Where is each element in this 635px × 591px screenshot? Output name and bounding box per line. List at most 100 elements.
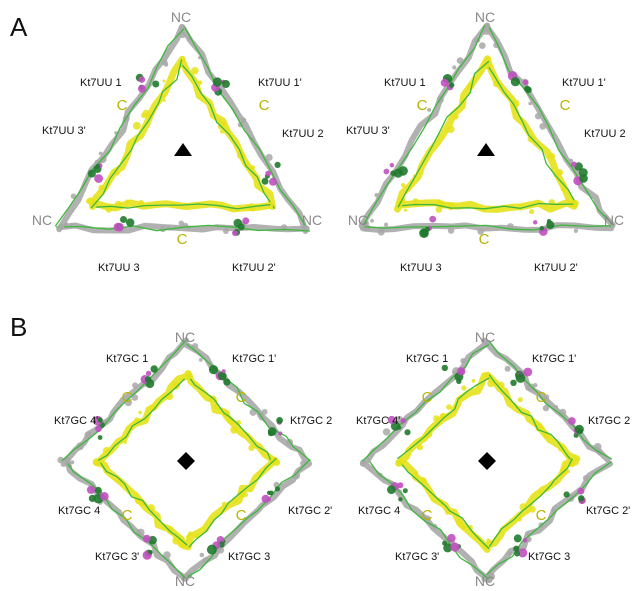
nc-strand-ribbon [64,456,189,582]
kink-turn-blob [152,80,160,88]
nc-strand-ribbon-bead [70,460,75,465]
backbone-trace [397,60,490,208]
c-strand-ribbon-bead [460,525,466,531]
nc-label: NC [302,212,322,228]
kink-turn-blob [223,378,231,386]
c-strand-ribbon-bead [568,459,576,468]
c-strand-ribbon-bead [424,430,433,438]
nc-label: NC [348,212,368,228]
kt-label: Kt7GC 3' [395,551,439,563]
c-strand-ribbon-bead [172,381,180,390]
c-strand-ribbon-bead [134,417,140,423]
kt-label: Kt7UU 3 [400,262,442,274]
nc-strand-ribbon-bead [161,59,168,66]
kink-turn-blob [233,218,243,228]
nc-strand-ribbon-bead [573,228,579,233]
nc-strand-ribbon-bead [539,123,547,130]
kink-turn-blob [518,548,528,558]
nc-strand-ribbon-bead [507,551,513,557]
panel-b-letter: B [10,312,28,342]
kt-label: Kt7GC 4' [356,415,400,427]
kink-turn-blob [95,164,101,169]
nc-strand-ribbon-bead [159,225,167,232]
c-label: C [560,97,571,114]
backbone-trace [488,339,613,460]
c-strand-ribbon-bead [141,112,147,119]
nc-strand-ribbon-bead [198,56,202,60]
c-strand-ribbon-bead [452,113,459,120]
kink-turn-blob [404,429,411,436]
backbone-trace [66,461,186,579]
nc-label: NC [175,573,195,589]
nc-strand-ribbon-bead [182,576,188,582]
kink-turn-blob [524,85,531,92]
kink-turn-blob [513,545,520,552]
kink-turn-blob [577,487,585,495]
nc-strand-ribbon-bead [427,107,432,112]
c-strand-ribbon-bead [527,135,535,143]
backbone-trace [98,460,188,546]
c-strand-ribbon [184,456,279,551]
nc-strand-ribbon-bead [419,513,425,518]
backbone-trace [97,378,186,461]
nc-strand-ribbon-bead [370,218,374,223]
nc-strand-ribbon-bead [456,57,464,64]
panel-b-right-labels: NC NC C C C C Kt7GC 1 Kt7GC 1' Kt7GC 2 K… [356,329,630,589]
kink-turn-blob [393,168,403,178]
kink-turn-blob [387,415,396,424]
c-strand-ribbon-bead [412,471,419,478]
nc-strand-ribbon-bead [66,457,70,461]
backbone-trace [484,62,578,207]
c-strand-ribbon-bead [412,198,419,206]
c-label: C [536,507,547,524]
backbone-trace [188,457,277,548]
nc-label: NC [475,9,495,25]
c-strand-ribbon-bead [228,418,233,423]
c-strand-ribbon-bead [456,518,464,527]
backbone-trace [398,202,574,210]
c-strand-ribbon-bead [572,199,579,207]
c-label: C [122,507,133,524]
kink-turn-blob [242,217,250,225]
c-strand-ribbon-bead [401,183,406,188]
backbone-trace [487,25,615,226]
kink-turn-blob [424,226,430,232]
kink-turn-blob [261,494,270,503]
kink-turn-blob [268,490,274,496]
nc-label: NC [32,212,52,228]
nc-strand-ribbon-bead [460,358,466,364]
backbone-trace [488,374,574,463]
nc-strand-ribbon-bead [222,228,229,234]
c-strand-ribbon-bead [447,203,455,211]
kink-turn-blob [447,533,456,543]
nc-strand-ribbon [57,222,310,234]
kink-turn-blob [443,543,453,553]
kink-turn-blob [221,80,230,88]
kink-turn-blob [218,371,227,381]
triangle-symbol-icon [174,143,192,156]
kink-turn-blob [142,534,151,543]
nc-strand-ribbon-bead [84,431,92,439]
kink-turn-blob [94,486,102,495]
diamond-symbol-icon [177,452,195,470]
kink-turn-blob [87,169,96,178]
kink-turn-blob [278,431,283,436]
kink-turn-blob [563,491,570,498]
c-strand-ribbon-bead [86,198,92,205]
backbone-trace [366,458,489,580]
panel-a-right-labels: NC NC NC C C C Kt7UU 1 Kt7UU 1' Kt7UU 2 … [346,9,626,274]
c-strand-ribbon-bead [573,454,578,460]
kink-turn-blob [383,168,390,175]
kink-turn-blob [539,226,544,231]
kink-turn-blob [126,218,135,227]
c-strand-ribbon [482,458,579,550]
kink-turn-blob [579,174,588,183]
c-label: C [259,97,270,114]
kink-turn-blob [449,82,455,88]
nc-strand-ribbon-bead [395,489,403,496]
c-strand-ribbon-bead [219,202,224,207]
nc-strand-ribbon-bead [533,383,538,388]
kink-turn-blob [148,549,153,555]
kt-label: Kt7GC 2' [586,505,630,517]
kink-turn-blob [212,77,222,87]
